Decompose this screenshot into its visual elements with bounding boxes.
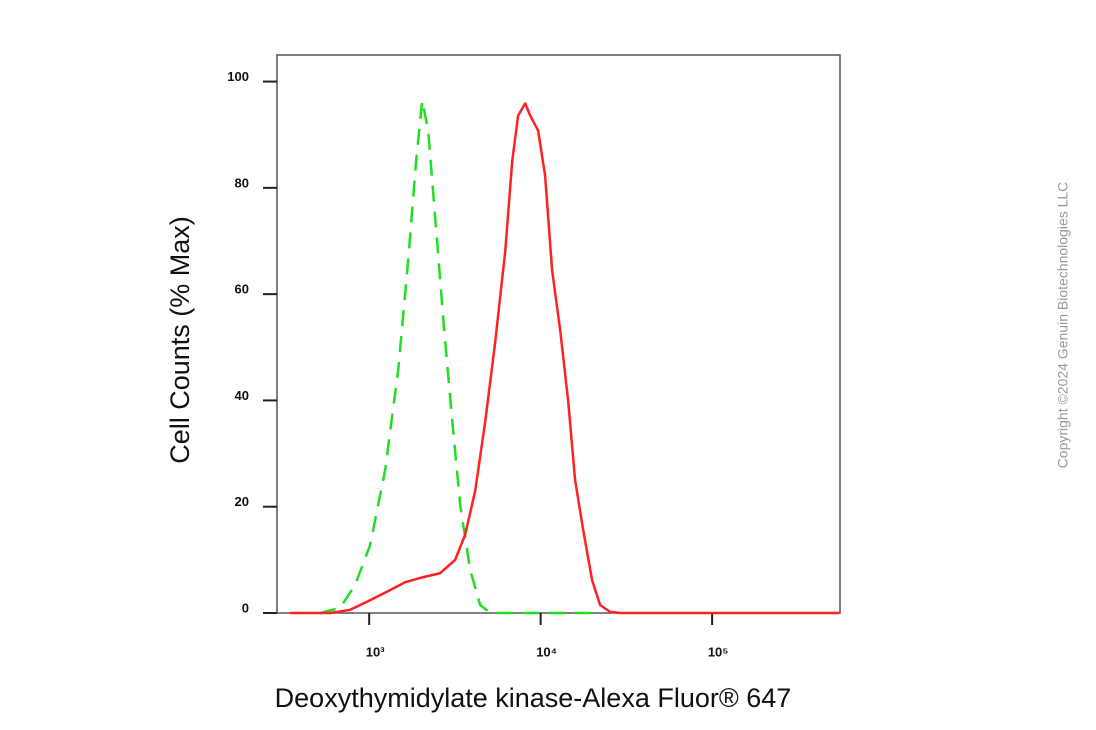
y-tick-label: 40: [235, 388, 249, 403]
x-axis-label: Deoxythymidylate kinase-Alexa Fluor® 647: [275, 683, 792, 713]
y-tick-label: 0: [242, 600, 249, 615]
y-tick-label: 80: [235, 175, 249, 190]
x-tick-label: 10⁴: [536, 644, 557, 659]
y-tick-label: 100: [227, 69, 249, 84]
y-tick-label: 20: [235, 494, 249, 509]
histogram-line: [319, 99, 600, 615]
y-tick-label: 60: [235, 282, 249, 297]
watermark: Copyright ©2024 Genuin Biotechnologies L…: [1055, 182, 1071, 469]
y-axis-label: Cell Counts (% Max): [165, 216, 195, 464]
histogram-line: [290, 102, 840, 615]
x-tick-label: 10⁵: [708, 644, 729, 659]
x-tick-label: 10³: [366, 644, 385, 659]
plot-frame: [276, 54, 841, 614]
